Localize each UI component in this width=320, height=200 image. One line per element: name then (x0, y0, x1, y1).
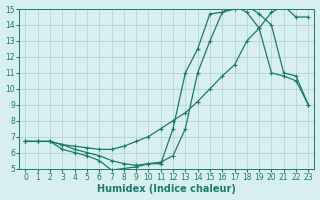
X-axis label: Humidex (Indice chaleur): Humidex (Indice chaleur) (98, 184, 236, 194)
